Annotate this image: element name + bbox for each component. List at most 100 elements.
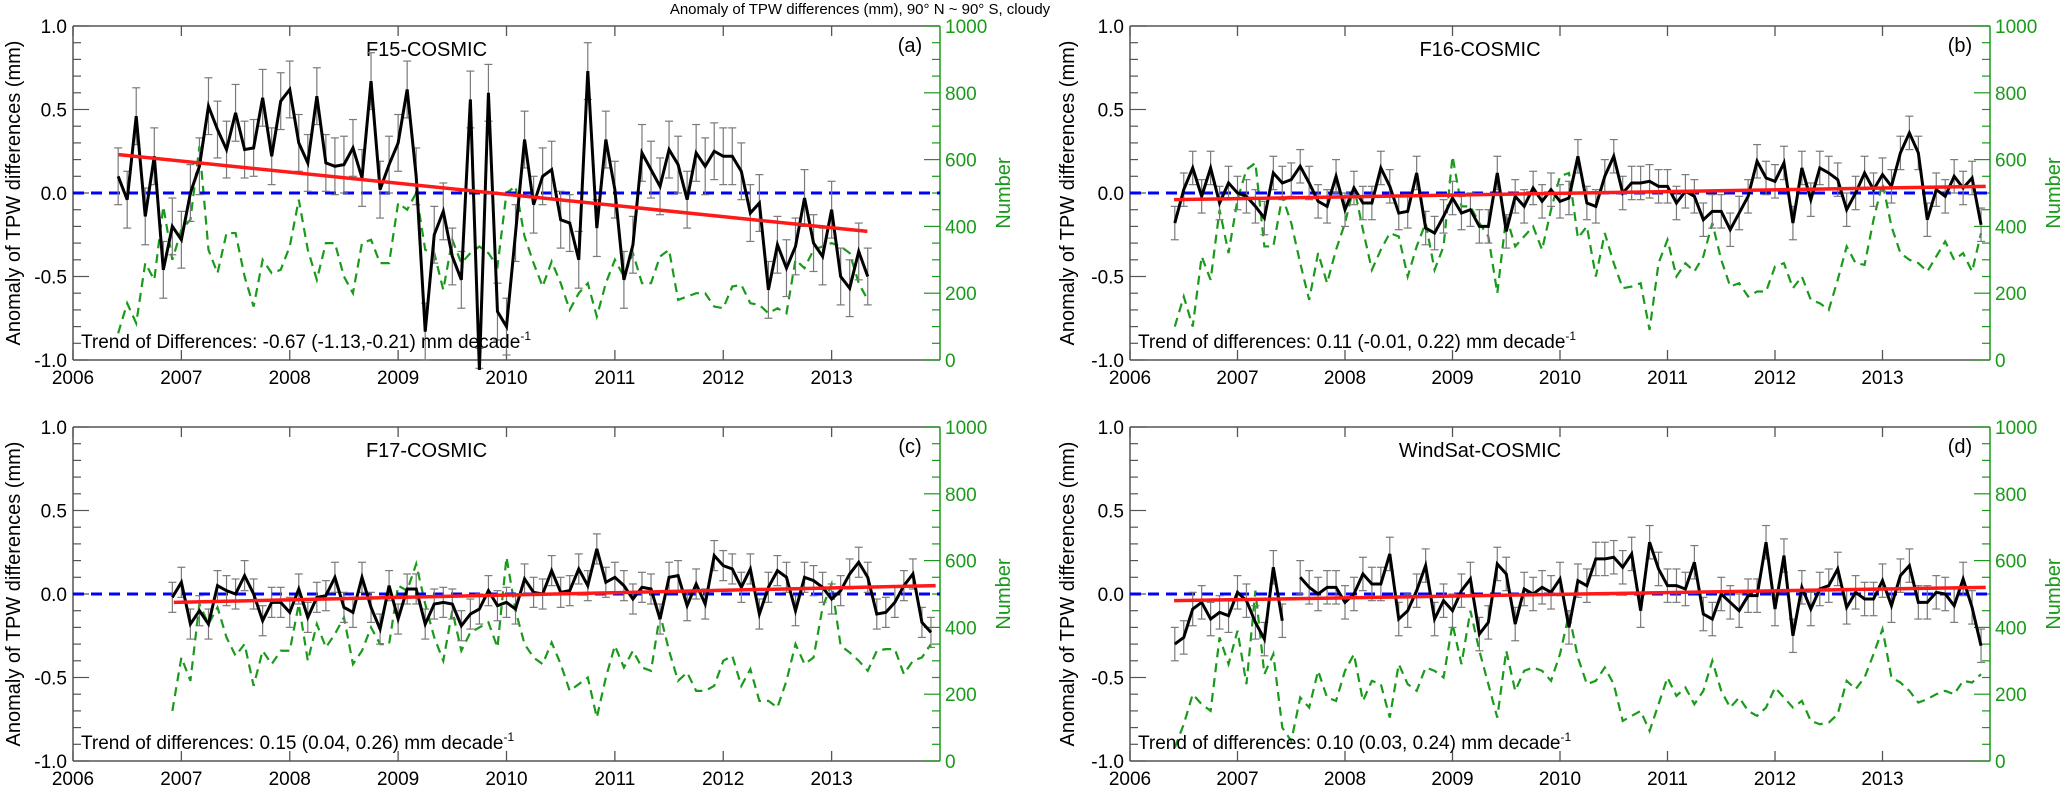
panel-d: 2006 2007 2008 2009 2010 2011 2012 2013 -1.0 -0.5… [1057,418,2065,788]
x-tick-label: 2012 [702,368,744,389]
y-tick-label: 0.5 [41,502,67,523]
y2-tick-label: 800 [945,485,977,506]
trend-line [1174,585,1986,603]
y-tick-label: 0.0 [41,585,67,606]
x-tick-label: 2008 [269,769,311,788]
y-tick-label: 0.5 [41,101,67,122]
x-tick-label: 2009 [1431,769,1473,788]
x-tick-label: 2011 [1647,368,1688,389]
number-series-line [1173,590,1982,749]
panel-title: F16-COSMIC [1419,39,1540,61]
trend-text: Trend of differences: 0.15 (0.04, 0.26) … [81,733,503,754]
y2-tick-label: 600 [945,552,977,573]
x-tick-label: 2009 [377,368,419,389]
x-tick-label: 2010 [1539,368,1581,389]
y2-axis-label: Number [2043,157,2065,228]
y-tick-label: 0.0 [1098,184,1124,205]
trend-line [1174,184,1986,202]
figure-title: Anomaly of TPW differences (mm), 90° N ~… [670,1,1051,18]
y-tick-label: 0.0 [41,184,67,205]
panel-title: F15-COSMIC [366,39,487,61]
y2-tick-label: 600 [1995,151,2027,172]
panel-c: 2006 2007 2008 2009 2010 2011 2012 2013 -1.0 -0.5… [3,418,1015,788]
y-tick-label: -0.5 [34,669,67,690]
x-tick-label: 2011 [594,769,635,788]
trend-exponent: -1 [520,329,531,343]
trend-text: Trend of Differences: -0.67 (-1.13,-0.21… [81,332,520,353]
x-tick-label: 2007 [160,769,202,788]
x-tick-label: 2008 [269,368,311,389]
x-tick-label: 2012 [702,769,744,788]
panel-label: (a) [898,35,922,57]
x-tick-label: 2013 [1861,368,1903,389]
x-tick-label: 2012 [1754,368,1796,389]
y2-tick-label: 0 [945,752,956,773]
anomaly-series-line [1173,129,1983,236]
panel-a: 2006 2007 2008 2009 2010 2011 2012 2013 -1.0 -0.5… [3,17,1015,389]
x-tick-label: 2006 [1109,368,1151,389]
number-series-line [171,557,932,718]
x-tick-label: 2011 [594,368,635,389]
y2-axis-label: Number [993,157,1015,228]
y2-tick-label: 1000 [945,418,987,439]
x-tick-label: 2013 [1861,769,1903,788]
trend-exponent: -1 [1560,730,1571,744]
x-tick-label: 2011 [1647,769,1688,788]
trend-text: Trend of differences: 0.11 (-0.01, 0.22)… [1138,332,1565,353]
number-series-line [117,146,869,334]
y-tick-label: -0.5 [1091,669,1124,690]
y2-tick-label: 400 [1995,217,2027,238]
panel-title: F17-COSMIC [366,440,487,462]
y2-tick-label: 1000 [1995,418,2037,439]
y-tick-label: 0.5 [1098,502,1124,523]
y-tick-label: -1.0 [1091,752,1124,773]
y2-tick-label: 400 [945,217,977,238]
x-tick-label: 2006 [1109,769,1151,788]
anomaly-series-line [1173,567,1284,646]
x-tick-label: 2009 [1431,368,1473,389]
panel-b: 2006 2007 2008 2009 2010 2011 2012 2013 -1.0 -0.5… [1057,17,2065,389]
trend-exponent: -1 [1565,329,1576,343]
x-tick-label: 2010 [485,769,527,788]
x-tick-label: 2008 [1324,368,1366,389]
trend-annotation: Trend of differences: 0.11 (-0.01, 0.22)… [1138,329,1576,353]
panel-label: (d) [1948,436,1972,458]
trend-annotation: Trend of Differences: -0.67 (-1.13,-0.21… [81,329,531,353]
x-tick-label: 2013 [810,769,852,788]
y2-tick-label: 200 [1995,685,2027,706]
x-tick-label: 2010 [1539,769,1581,788]
y-axis-label: Anomaly of TPW differences (mm) [1057,442,1079,747]
y2-tick-label: 0 [1995,752,2006,773]
y2-axis-label: Number [993,558,1015,629]
x-tick-label: 2008 [1324,769,1366,788]
y-tick-label: -0.5 [1091,268,1124,289]
panel-label: (c) [898,436,921,458]
x-tick-label: 2010 [485,368,527,389]
trend-annotation: Trend of differences: 0.15 (0.04, 0.26) … [81,730,514,754]
trend-line [173,583,936,605]
y-tick-label: 0.0 [1098,585,1124,606]
y-tick-label: 1.0 [41,418,67,439]
x-tick-label: 2006 [52,368,94,389]
y2-tick-label: 200 [945,685,977,706]
y2-tick-label: 1000 [1995,17,2037,38]
y-tick-label: 1.0 [1098,418,1124,439]
y-tick-label: 1.0 [1098,17,1124,38]
y2-tick-label: 1000 [945,17,987,38]
y2-tick-label: 800 [1995,84,2027,105]
panel-label: (b) [1948,35,1972,57]
trend-exponent: -1 [503,730,514,744]
y2-tick-label: 0 [945,351,956,372]
y-tick-label: 0.5 [1098,101,1124,122]
y-axis-label: Anomaly of TPW differences (mm) [1057,41,1079,346]
y-axis-label: Anomaly of TPW differences (mm) [3,442,25,747]
y2-axis-label: Number [2043,558,2065,629]
y-tick-label: -1.0 [34,752,67,773]
x-tick-label: 2013 [810,368,852,389]
x-tick-label: 2007 [1216,368,1258,389]
y-tick-label: -0.5 [34,268,67,289]
trend-annotation: Trend of differences: 0.10 (0.03, 0.24) … [1138,730,1571,754]
y-tick-label: 1.0 [41,17,67,38]
y2-tick-label: 600 [945,151,977,172]
